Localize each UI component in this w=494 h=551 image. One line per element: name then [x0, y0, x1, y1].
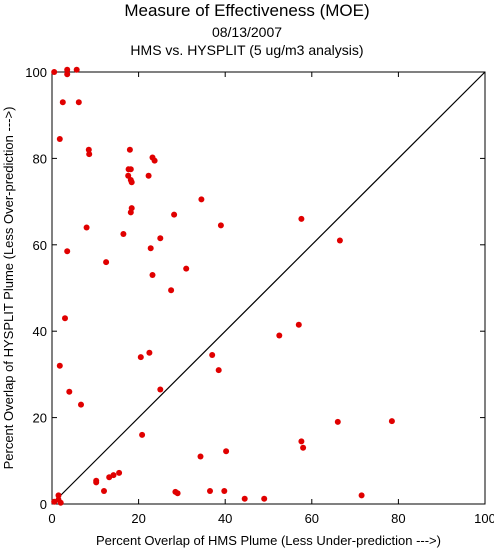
data-point — [151, 157, 158, 164]
data-point — [64, 248, 71, 255]
data-point — [125, 172, 132, 179]
data-point — [198, 196, 205, 203]
data-point — [207, 488, 213, 494]
data-point — [388, 418, 395, 425]
data-point — [336, 237, 343, 244]
x-tick-label: 80 — [391, 511, 405, 526]
chart-subtitle-date: 08/13/2007 — [211, 24, 283, 40]
data-point — [168, 287, 175, 294]
diagonal-line — [51, 71, 486, 505]
data-point — [55, 492, 62, 499]
chart-title: Measure of Effectiveness (MOE) — [124, 1, 370, 20]
data-point — [78, 401, 84, 408]
y-tick-label: 80 — [33, 151, 47, 166]
data-points — [51, 66, 395, 506]
data-point — [57, 499, 64, 506]
data-point — [147, 245, 154, 252]
data-point — [300, 444, 307, 451]
chart-subtitle-analysis: HMS vs. HYSPLIT (5 ug/m3 analysis) — [130, 42, 364, 58]
data-point — [149, 272, 156, 278]
data-point — [56, 136, 63, 142]
data-point — [295, 321, 302, 328]
data-point — [183, 265, 190, 272]
x-axis-title: Percent Overlap of HMS Plume (Less Under… — [96, 533, 441, 548]
data-point — [85, 146, 92, 153]
data-point — [62, 315, 68, 322]
y-axis-title: Percent Overlap of HYSPLIT Plume (Less O… — [1, 107, 16, 470]
data-point — [83, 224, 90, 231]
x-tick-label: 100 — [474, 511, 494, 526]
data-point — [145, 172, 152, 179]
data-point — [215, 367, 222, 374]
x-tick-label: 40 — [218, 511, 232, 526]
data-point — [174, 490, 181, 497]
data-point — [223, 448, 230, 455]
data-point — [64, 66, 71, 73]
data-point — [221, 488, 228, 494]
data-point — [157, 235, 164, 242]
y-tick-label: 20 — [33, 411, 47, 426]
data-point — [358, 492, 365, 499]
data-point — [66, 388, 73, 395]
data-point — [51, 498, 58, 505]
data-point — [137, 354, 144, 361]
data-point — [261, 495, 268, 502]
data-point — [127, 166, 134, 173]
data-point — [120, 231, 127, 237]
y-tick-label: 100 — [25, 65, 47, 80]
x-tick-label: 60 — [305, 511, 319, 526]
data-point — [126, 146, 133, 153]
data-point — [106, 474, 113, 481]
data-point — [101, 488, 107, 494]
y-tick-label: 40 — [33, 324, 47, 339]
data-point — [197, 453, 204, 460]
data-point — [64, 71, 71, 78]
data-point — [241, 495, 248, 502]
plot-area-frame — [51, 71, 486, 505]
data-point — [298, 215, 305, 222]
data-point — [276, 332, 283, 339]
data-point — [334, 418, 341, 425]
data-point — [171, 211, 178, 218]
data-point — [157, 386, 164, 393]
data-point — [116, 469, 123, 476]
data-point — [93, 477, 100, 484]
y-tick-label: 60 — [33, 238, 47, 253]
axis-ticks: 0 20 40 60 80 100 0 20 40 60 80 100 — [25, 65, 494, 526]
data-point — [75, 99, 82, 106]
data-point — [86, 151, 93, 158]
data-point — [298, 438, 305, 445]
data-point — [146, 349, 153, 356]
data-point — [139, 431, 146, 438]
data-point — [103, 259, 110, 266]
data-point — [73, 66, 80, 73]
data-point — [56, 362, 63, 369]
data-point — [127, 209, 134, 216]
x-tick-label: 0 — [48, 511, 55, 526]
data-point — [51, 69, 58, 75]
y-tick-label: 0 — [40, 497, 47, 512]
data-point — [217, 222, 224, 229]
data-point — [59, 99, 66, 106]
data-point — [209, 352, 216, 358]
data-point — [128, 179, 135, 186]
x-tick-label: 20 — [131, 511, 145, 526]
